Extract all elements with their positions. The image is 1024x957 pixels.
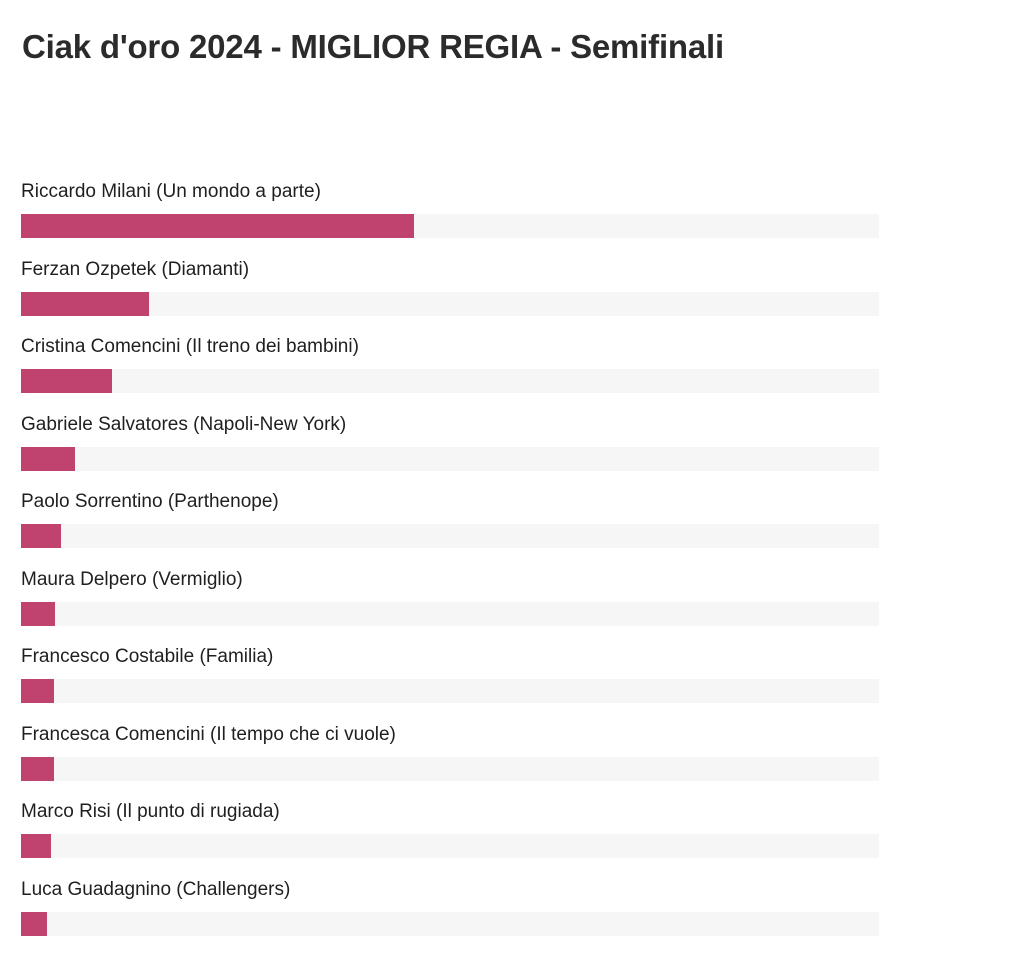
poll-option: Gabriele Salvatores (Napoli-New York) <box>21 411 879 489</box>
bar-track <box>21 834 879 858</box>
bar-track <box>21 524 879 548</box>
option-label: Paolo Sorrentino (Parthenope) <box>21 491 279 512</box>
option-label: Cristina Comencini (Il treno dei bambini… <box>21 336 359 357</box>
option-label: Maura Delpero (Vermiglio) <box>21 568 243 590</box>
bar-track <box>21 756 879 781</box>
bar-fill <box>21 834 51 858</box>
poll-option: Ferzan Ozpetek (Diamanti) <box>21 256 879 334</box>
bar-fill <box>21 524 61 548</box>
poll-option: Cristina Comencini (Il treno dei bambini… <box>21 333 879 411</box>
option-label: Francesca Comencini (Il tempo che ci vuo… <box>21 723 396 745</box>
bar-track <box>21 291 879 316</box>
bar-track <box>21 446 879 471</box>
poll-option: Luca Guadagnino (Challengers) <box>21 876 879 954</box>
page-title: Ciak d'oro 2024 - MIGLIOR REGIA - Semifi… <box>22 28 724 65</box>
option-label: Gabriele Salvatores (Napoli-New York) <box>21 413 347 435</box>
bar-track <box>21 369 879 393</box>
poll-option: Maura Delpero (Vermiglio) <box>21 566 879 644</box>
bar-track <box>21 679 879 703</box>
bar-fill <box>21 911 47 936</box>
bar-fill <box>21 214 414 238</box>
poll-option: Francesca Comencini (Il tempo che ci vuo… <box>21 721 879 799</box>
bar-fill <box>21 601 55 626</box>
bar-fill <box>21 446 75 471</box>
poll-option: Paolo Sorrentino (Parthenope) <box>21 488 879 566</box>
bar-track <box>21 911 879 936</box>
poll-option: Francesco Costabile (Familia) <box>21 643 879 721</box>
bar-fill <box>21 369 112 393</box>
poll-option: Marco Risi (Il punto di rugiada) <box>21 798 879 876</box>
option-label: Marco Risi (Il punto di rugiada) <box>21 801 280 822</box>
bar-fill <box>21 291 149 316</box>
option-label: Luca Guadagnino (Challengers) <box>21 878 291 900</box>
poll-option: Riccardo Milani (Un mondo a parte) <box>21 178 879 256</box>
option-label: Ferzan Ozpetek (Diamanti) <box>21 258 250 280</box>
bar-track <box>21 601 879 626</box>
bar-fill <box>21 679 54 703</box>
bar-fill <box>21 756 54 781</box>
option-label: Riccardo Milani (Un mondo a parte) <box>21 181 321 202</box>
bar-track <box>21 214 879 238</box>
poll-results-chart: Riccardo Milani (Un mondo a parte) Ferzan… <box>21 178 879 953</box>
option-label: Francesco Costabile (Familia) <box>21 646 274 667</box>
